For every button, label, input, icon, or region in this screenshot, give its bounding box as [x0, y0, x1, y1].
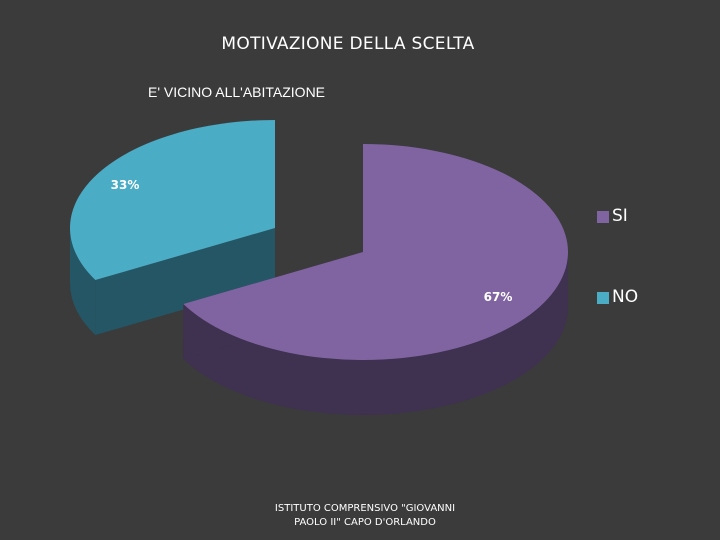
footer-line-2: PAOLO II" CAPO D'ORLANDO — [250, 516, 480, 530]
legend-item-si: SI — [597, 206, 628, 226]
legend-label-no: NO — [612, 287, 638, 307]
legend-item-no: NO — [597, 287, 638, 307]
footer-line-1: ISTITUTO COMPRENSIVO "GIOVANNI — [250, 502, 480, 516]
legend-swatch-si — [597, 211, 609, 223]
footer: ISTITUTO COMPRENSIVO "GIOVANNI PAOLO II"… — [250, 502, 480, 530]
legend-label-si: SI — [612, 206, 628, 226]
legend-swatch-no — [597, 292, 609, 304]
data-label-si: 67% — [484, 290, 513, 304]
data-label-no: 33% — [111, 178, 140, 192]
